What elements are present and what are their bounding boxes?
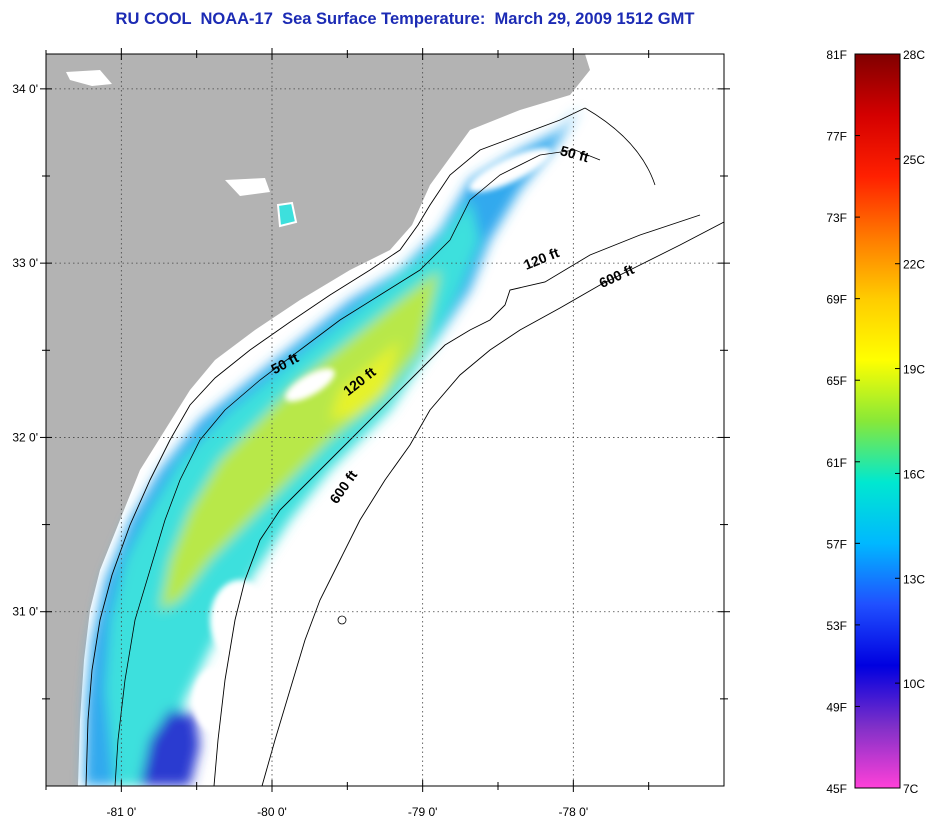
- colorbar-label-celsius: 13C: [903, 572, 925, 586]
- colorbar-label-fahrenheit: 49F: [826, 700, 847, 714]
- map-title: RU COOL NOAA-17 Sea Surface Temperature:…: [115, 10, 695, 28]
- seamount-contour: [337, 615, 347, 625]
- lat-tick-label: 32 0': [12, 430, 38, 444]
- colorbar: 28C 25C 22C 19C 16C 13C 10C 7C 81F 77F 73F 69F 65F 61…: [826, 48, 925, 796]
- colorbar-gradient: [854, 53, 901, 789]
- inland-features: [66, 70, 298, 228]
- land-mass: [46, 54, 590, 786]
- cloud-patch: [210, 580, 270, 660]
- colorbar-label-celsius: 10C: [903, 677, 925, 691]
- sst-warm-band: [160, 270, 440, 610]
- colorbar-label-fahrenheit: 65F: [826, 374, 847, 388]
- colorbar-label-fahrenheit: 77F: [826, 130, 847, 144]
- sst-cold-patch: [140, 710, 200, 786]
- lat-tick-label: 31 0': [12, 605, 38, 619]
- coastline: [85, 107, 586, 786]
- axis-tick-labels: 34 0' 33 0' 32 0' 31 0' -81 0' -80 0' -79 0' -7…: [12, 82, 588, 817]
- colorbar-label-celsius: 25C: [903, 153, 925, 167]
- colorbar-label-celsius: 19C: [903, 363, 925, 377]
- depth-contour-label: 50 ft: [559, 142, 591, 165]
- colorbar-label-fahrenheit: 81F: [826, 48, 847, 62]
- colorbar-label-celsius: 28C: [903, 48, 925, 62]
- inland-sst-patch: [276, 201, 298, 228]
- colorbar-label-fahrenheit: 61F: [826, 456, 847, 470]
- lon-tick-label: -79 0': [408, 805, 438, 817]
- colorbar-labels: 28C 25C 22C 19C 16C 13C 10C 7C 81F 77F 73F 69F 65F 61…: [826, 48, 925, 796]
- colorbar-label-fahrenheit: 45F: [826, 782, 847, 796]
- colorbar-label-fahrenheit: 57F: [826, 537, 847, 551]
- lon-tick-label: -78 0': [559, 805, 589, 817]
- depth-contour-600ft: [261, 221, 724, 786]
- map-frame: [45, 53, 725, 787]
- inland-cloud: [225, 178, 270, 196]
- graticule: [46, 54, 724, 786]
- colorbar-label-celsius: 7C: [903, 782, 919, 796]
- cloud-patch: [193, 668, 237, 732]
- lon-tick-label: -81 0': [107, 805, 137, 817]
- lon-tick-label: -80 0': [257, 805, 287, 817]
- colorbar-label-celsius: 22C: [903, 258, 925, 272]
- depth-contour-120ft: [213, 214, 701, 786]
- colorbar-label-fahrenheit: 69F: [826, 293, 847, 307]
- colorbar-label-celsius: 16C: [903, 467, 925, 481]
- sst-warmest-patch: [330, 340, 400, 420]
- lat-tick-label: 33 0': [12, 256, 38, 270]
- cloud-patch: [285, 368, 335, 402]
- colorbar-label-fahrenheit: 73F: [826, 211, 847, 225]
- axis-ticks: [40, 48, 730, 792]
- sst-swath: [84, 108, 580, 786]
- colorbar-label-fahrenheit: 53F: [826, 619, 847, 633]
- lat-tick-label: 34 0': [12, 82, 38, 96]
- inland-cloud: [66, 70, 112, 86]
